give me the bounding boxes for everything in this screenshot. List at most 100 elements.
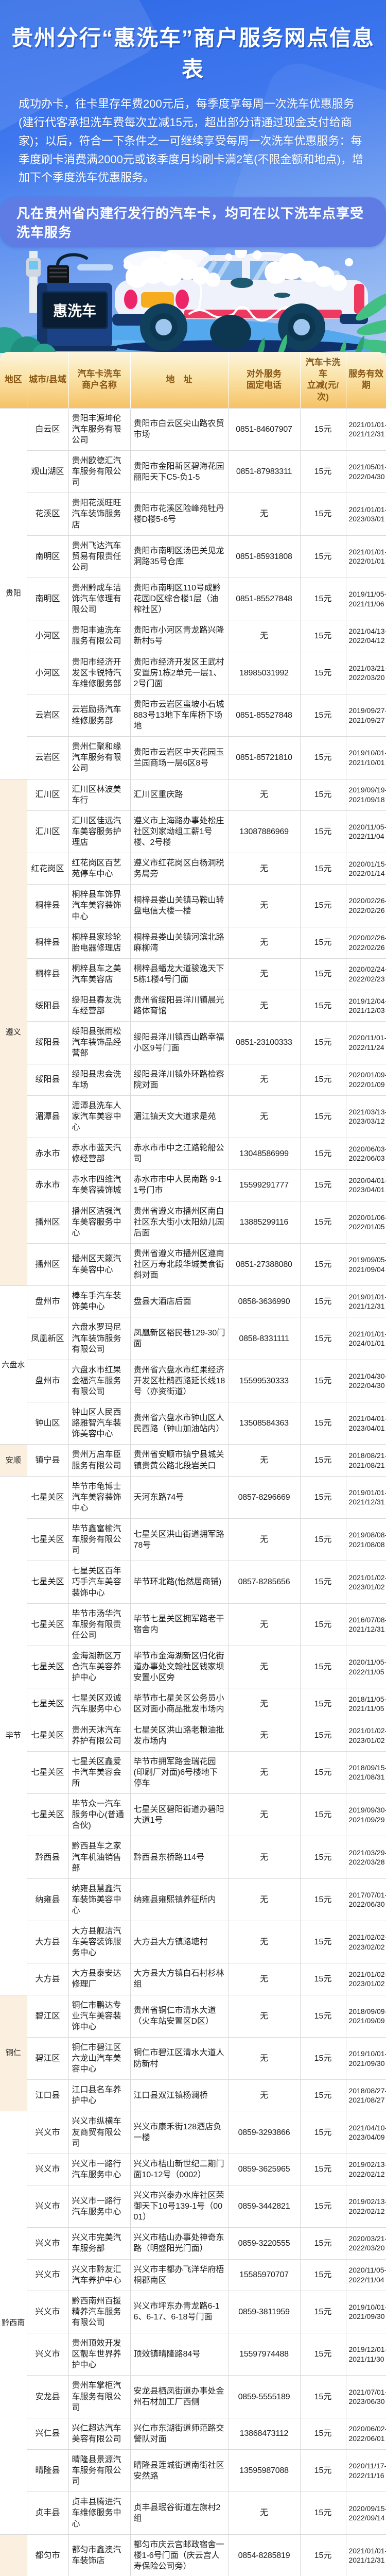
cell-address: 都匀市庆云宫邮政宿舍一楼1-6号门面（庆云宫人寿保险公司旁） [130, 2534, 229, 2576]
cell-merchant-name: 贵阳丰源坤伦汽车服务有限公司 [68, 408, 131, 451]
cell-address: 兴义市桔山办事处神奇东路（明盛阳光门面） [130, 2227, 229, 2260]
table-row: 赤水市 赤水市四维汽车美容装饰城 赤水市市中人民南路 9-11号门市 15599291… [0, 1169, 386, 1201]
cell-phone: 0858-3636990 [227, 1285, 301, 1318]
cell-merchant-name: 兴义市完美汽车服务部 [68, 2227, 131, 2260]
cell-city: 汇川区 [26, 778, 69, 811]
cell-phone: 18985031992 [227, 651, 301, 694]
car-wash-illustration: 惠洗车 [0, 250, 386, 353]
cell-discount: 15元 [300, 1402, 346, 1445]
cell-phone: 0859-3220555 [227, 2227, 301, 2260]
cell-merchant-name: 铜仁市鹏达专业汽车美容装饰中心 [68, 1994, 131, 2038]
cell-validity: 2016/07/08- 2021/12/31 [345, 1603, 386, 1646]
cell-merchant-name: 贞丰县腾进汽车维修服务中心 [68, 2492, 131, 2535]
column-header-0: 地区 [0, 352, 27, 409]
table-row: 小河区 贵阳丰迪洗车服务有限公司 贵阳市小河区青龙路兴隆新村5号无 15元 2021/0… [0, 620, 386, 652]
cell-city: 播州区 [27, 1200, 69, 1244]
cell-discount: 15元 [300, 853, 346, 885]
cell-address: 贵州省遵义市播州区遵南社区万寿北段华城美食街斜对面 [130, 1243, 229, 1286]
cell-phone: 无 [227, 1645, 301, 1689]
table-row: 黔西南 兴义市 兴义市纵横车友商贸有限公司 兴义市康禾街128酒店负一楼 0859-32… [0, 2111, 386, 2535]
cell-merchant-name: 毕节鑫富榆汽车服务有限公司 [68, 1518, 131, 1562]
cell-merchant-name: 桐梓县车之美汽车美容店 [68, 958, 131, 991]
cell-validity: 2017/07/01- 2022/06/30 [345, 1878, 386, 1922]
cell-address: 遵义市红花岗区白杨洞税务局旁 [130, 853, 229, 885]
cell-discount: 15元 [300, 1444, 346, 1477]
cell-validity: 2020/04/01- 2023/04/01 [345, 1169, 386, 1201]
cell-phone: 无 [227, 958, 301, 991]
cell-address: 兴义市桔山新世纪二期门面10-12号（0002） [130, 2153, 229, 2186]
cell-city: 南明区 [27, 535, 69, 578]
cell-validity: 2021/03/21- 2022/03/20 [345, 651, 386, 694]
cell-address: 纳雍县雍熙镇养征所内 [130, 1878, 229, 1922]
cell-city: 七星关区 [27, 1603, 69, 1646]
cell-address: 贵阳市白云区尖山路农贸市场 [130, 408, 229, 451]
cell-city: 七星关区 [27, 1518, 69, 1562]
cell-discount: 15元 [300, 2153, 346, 2186]
cell-validity: 2021/01/02- 2023/01/02 [345, 1963, 386, 1995]
cell-merchant-name: 贵州万启车臣服务有限公司 [68, 1444, 131, 1477]
table-row: 绥阳县 绥阳县春友洗车经营部 贵州省绥阳县洋川镇晨光路体育馆无 15元 2019/12/… [0, 990, 386, 1022]
column-header-5: 汽车卡洗车 立减(元/次) [300, 352, 346, 409]
table-row: 汇川区 汇川区佳远汽车美容服务护理店 遵义市上海路办事处松庄社区刘家坳组工薪1号楼、… [0, 810, 386, 854]
cell-discount: 15元 [300, 620, 346, 652]
cell-validity: 2021/01/02- 2023/01/02 [345, 1719, 386, 1752]
cell-city: 兴义市 [27, 2227, 69, 2260]
cell-city: 兴义市 [27, 2153, 69, 2186]
column-header-3: 地 址 [130, 352, 229, 409]
table-row: 兴义市 兴义市一路行汽车服务中心 兴义市兴泰办水库社区荣御天下10号139-1号（0… [0, 2185, 386, 2228]
cell-discount: 15元 [300, 1793, 346, 1837]
cell-address: 贵阳市云岩区中天花园玉兰园商场一层6区8号 [130, 736, 229, 779]
cell-city: 七星关区 [27, 1645, 69, 1689]
cell-validity: 2020/02/24- 2022/02/23 [345, 958, 386, 991]
cell-phone: 0851-84607907 [227, 408, 301, 451]
cell-city: 红花岗区 [27, 853, 69, 885]
cell-city: 七星关区 [27, 1751, 69, 1794]
column-header-1: 城市/县域 [27, 352, 69, 409]
cell-phone: 0851-23100333 [227, 1021, 301, 1064]
cell-phone: 无 [227, 1719, 301, 1752]
cell-discount: 15元 [300, 2534, 346, 2576]
cell-address: 兴义市兴泰办水库社区荣御天下10号139-1号（0001） [130, 2185, 229, 2228]
cell-city: 云岩区 [27, 736, 69, 779]
cell-discount: 15元 [300, 1921, 346, 1964]
table-row: 兴仁县 兴仁超达汽车美容有限公司 兴仁市东湖街道师范路交警队对面 1386847311… [0, 2417, 386, 2450]
cell-validity: 2021/04/13- 2022/04/12 [345, 620, 386, 652]
cell-merchant-name: 赤水市四维汽车美容装饰城 [68, 1169, 131, 1201]
cell-merchant-name: 桐梓县家珍轮胎电器修理店 [68, 926, 131, 959]
cell-merchant-name: 钟山区人民西路雅智汽车装饰美容中心 [68, 1402, 131, 1445]
hero-section: 贵州分行“惠洗车”商户服务网点信息表 成功办卡，往卡里存年费200元后，每季度享… [0, 0, 386, 353]
cell-merchant-name: 贵阳市经济开发区卡锐特汽车维修服务部 [68, 651, 131, 694]
cell-city: 纳雍县 [27, 1878, 69, 1922]
cell-city: 绥阳县 [27, 1063, 69, 1096]
plants-icon [0, 293, 386, 353]
cell-phone: 无 [227, 1836, 301, 1879]
cell-address: 毕节七星关区拥军路老干宿舍内 [130, 1603, 229, 1646]
cell-phone: 无 [227, 2037, 301, 2080]
table-row: 纳雍县 纳雍县慧鑫汽车装饰美容中心 纳雍县雍熙镇养征所内无 15元 2017/07/01… [0, 1878, 386, 1922]
cell-phone: 无 [227, 1751, 301, 1794]
cell-validity: 2019/02/13- 2022/02/12 [345, 2153, 386, 2186]
cell-discount: 15元 [300, 2290, 346, 2334]
cell-discount: 15元 [300, 2449, 346, 2493]
cell-city: 兴义市 [27, 2185, 69, 2228]
cell-validity: 2018/08/27- 2021/08/27 [345, 2079, 386, 2112]
page-title: 贵州分行“惠洗车”商户服务网点信息表 [11, 26, 375, 81]
cell-discount: 15元 [300, 2259, 346, 2291]
cell-address: 天河东路74号 [130, 1476, 229, 1519]
cell-discount: 15元 [300, 408, 346, 451]
cell-address: 贞丰县珉谷街道左旗村2组 [130, 2492, 229, 2535]
cell-merchant-name: 兴义市黔友汇汽车养护中心 [68, 2259, 131, 2291]
cell-validity: 2020/11/05- 2022/11/04 [345, 2259, 386, 2291]
cell-discount: 15元 [300, 577, 346, 621]
table-row: 黔西县 黔西县车之家汽车机油销售部 黔西县东桥路114号无 15元 2021/03/29… [0, 1836, 386, 1879]
cell-address: 桐梓县娄山关镇马鞍山转盘电信大楼一楼 [130, 884, 229, 927]
cell-merchant-name: 七星关区鑫爱卡汽车美容会所 [68, 1751, 131, 1794]
region-cell: 遵义 [0, 778, 27, 1286]
cell-discount: 15元 [300, 1561, 346, 1604]
cell-discount: 15元 [300, 1518, 346, 1562]
table-row: 遵义 汇川区 汇川区林波美车行 汇川区重庆路无 15元 2019/09/19- 2021/… [0, 778, 386, 1286]
cell-validity: 2019/12/04- 2021/12/03 [345, 990, 386, 1022]
cell-city: 碧江区 [26, 1994, 69, 2038]
cell-validity: 2021/01/01- 2021/12/31 [345, 408, 386, 451]
cell-merchant-name: 汇川区林波美车行 [68, 778, 131, 811]
